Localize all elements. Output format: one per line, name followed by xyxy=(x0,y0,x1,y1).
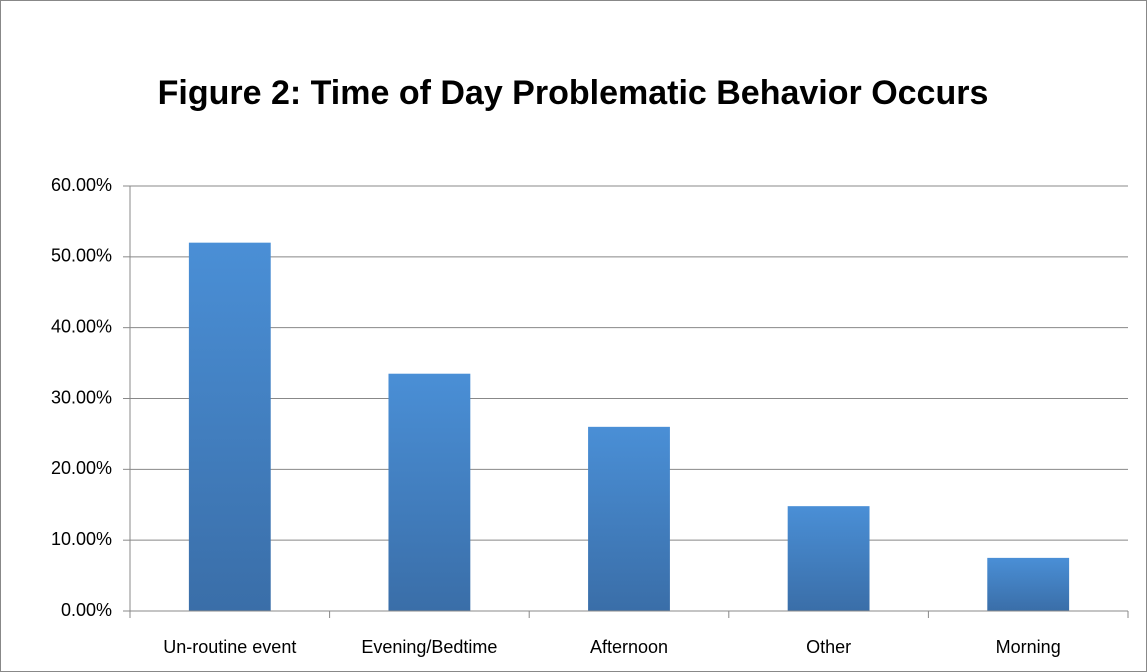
x-tick-label: Afternoon xyxy=(590,637,668,657)
x-tick-label: Evening/Bedtime xyxy=(361,637,497,657)
bar xyxy=(987,557,1070,611)
x-tick-label: Morning xyxy=(996,637,1061,657)
bar xyxy=(388,373,471,611)
y-tick-label: 0.00% xyxy=(61,600,112,620)
y-tick-label: 20.00% xyxy=(51,458,112,478)
bar xyxy=(588,426,670,611)
y-tick-label: 10.00% xyxy=(51,529,112,549)
bar xyxy=(787,506,870,611)
x-tick-label: Un-routine event xyxy=(163,637,296,657)
x-tick-label: Other xyxy=(806,637,851,657)
bar xyxy=(188,242,271,611)
y-tick-label: 30.00% xyxy=(51,387,112,407)
y-tick-label: 40.00% xyxy=(51,316,112,336)
y-tick-label: 50.00% xyxy=(51,246,112,266)
chart-title: Figure 2: Time of Day Problematic Behavi… xyxy=(157,74,989,112)
y-tick-label: 60.00% xyxy=(51,175,112,195)
